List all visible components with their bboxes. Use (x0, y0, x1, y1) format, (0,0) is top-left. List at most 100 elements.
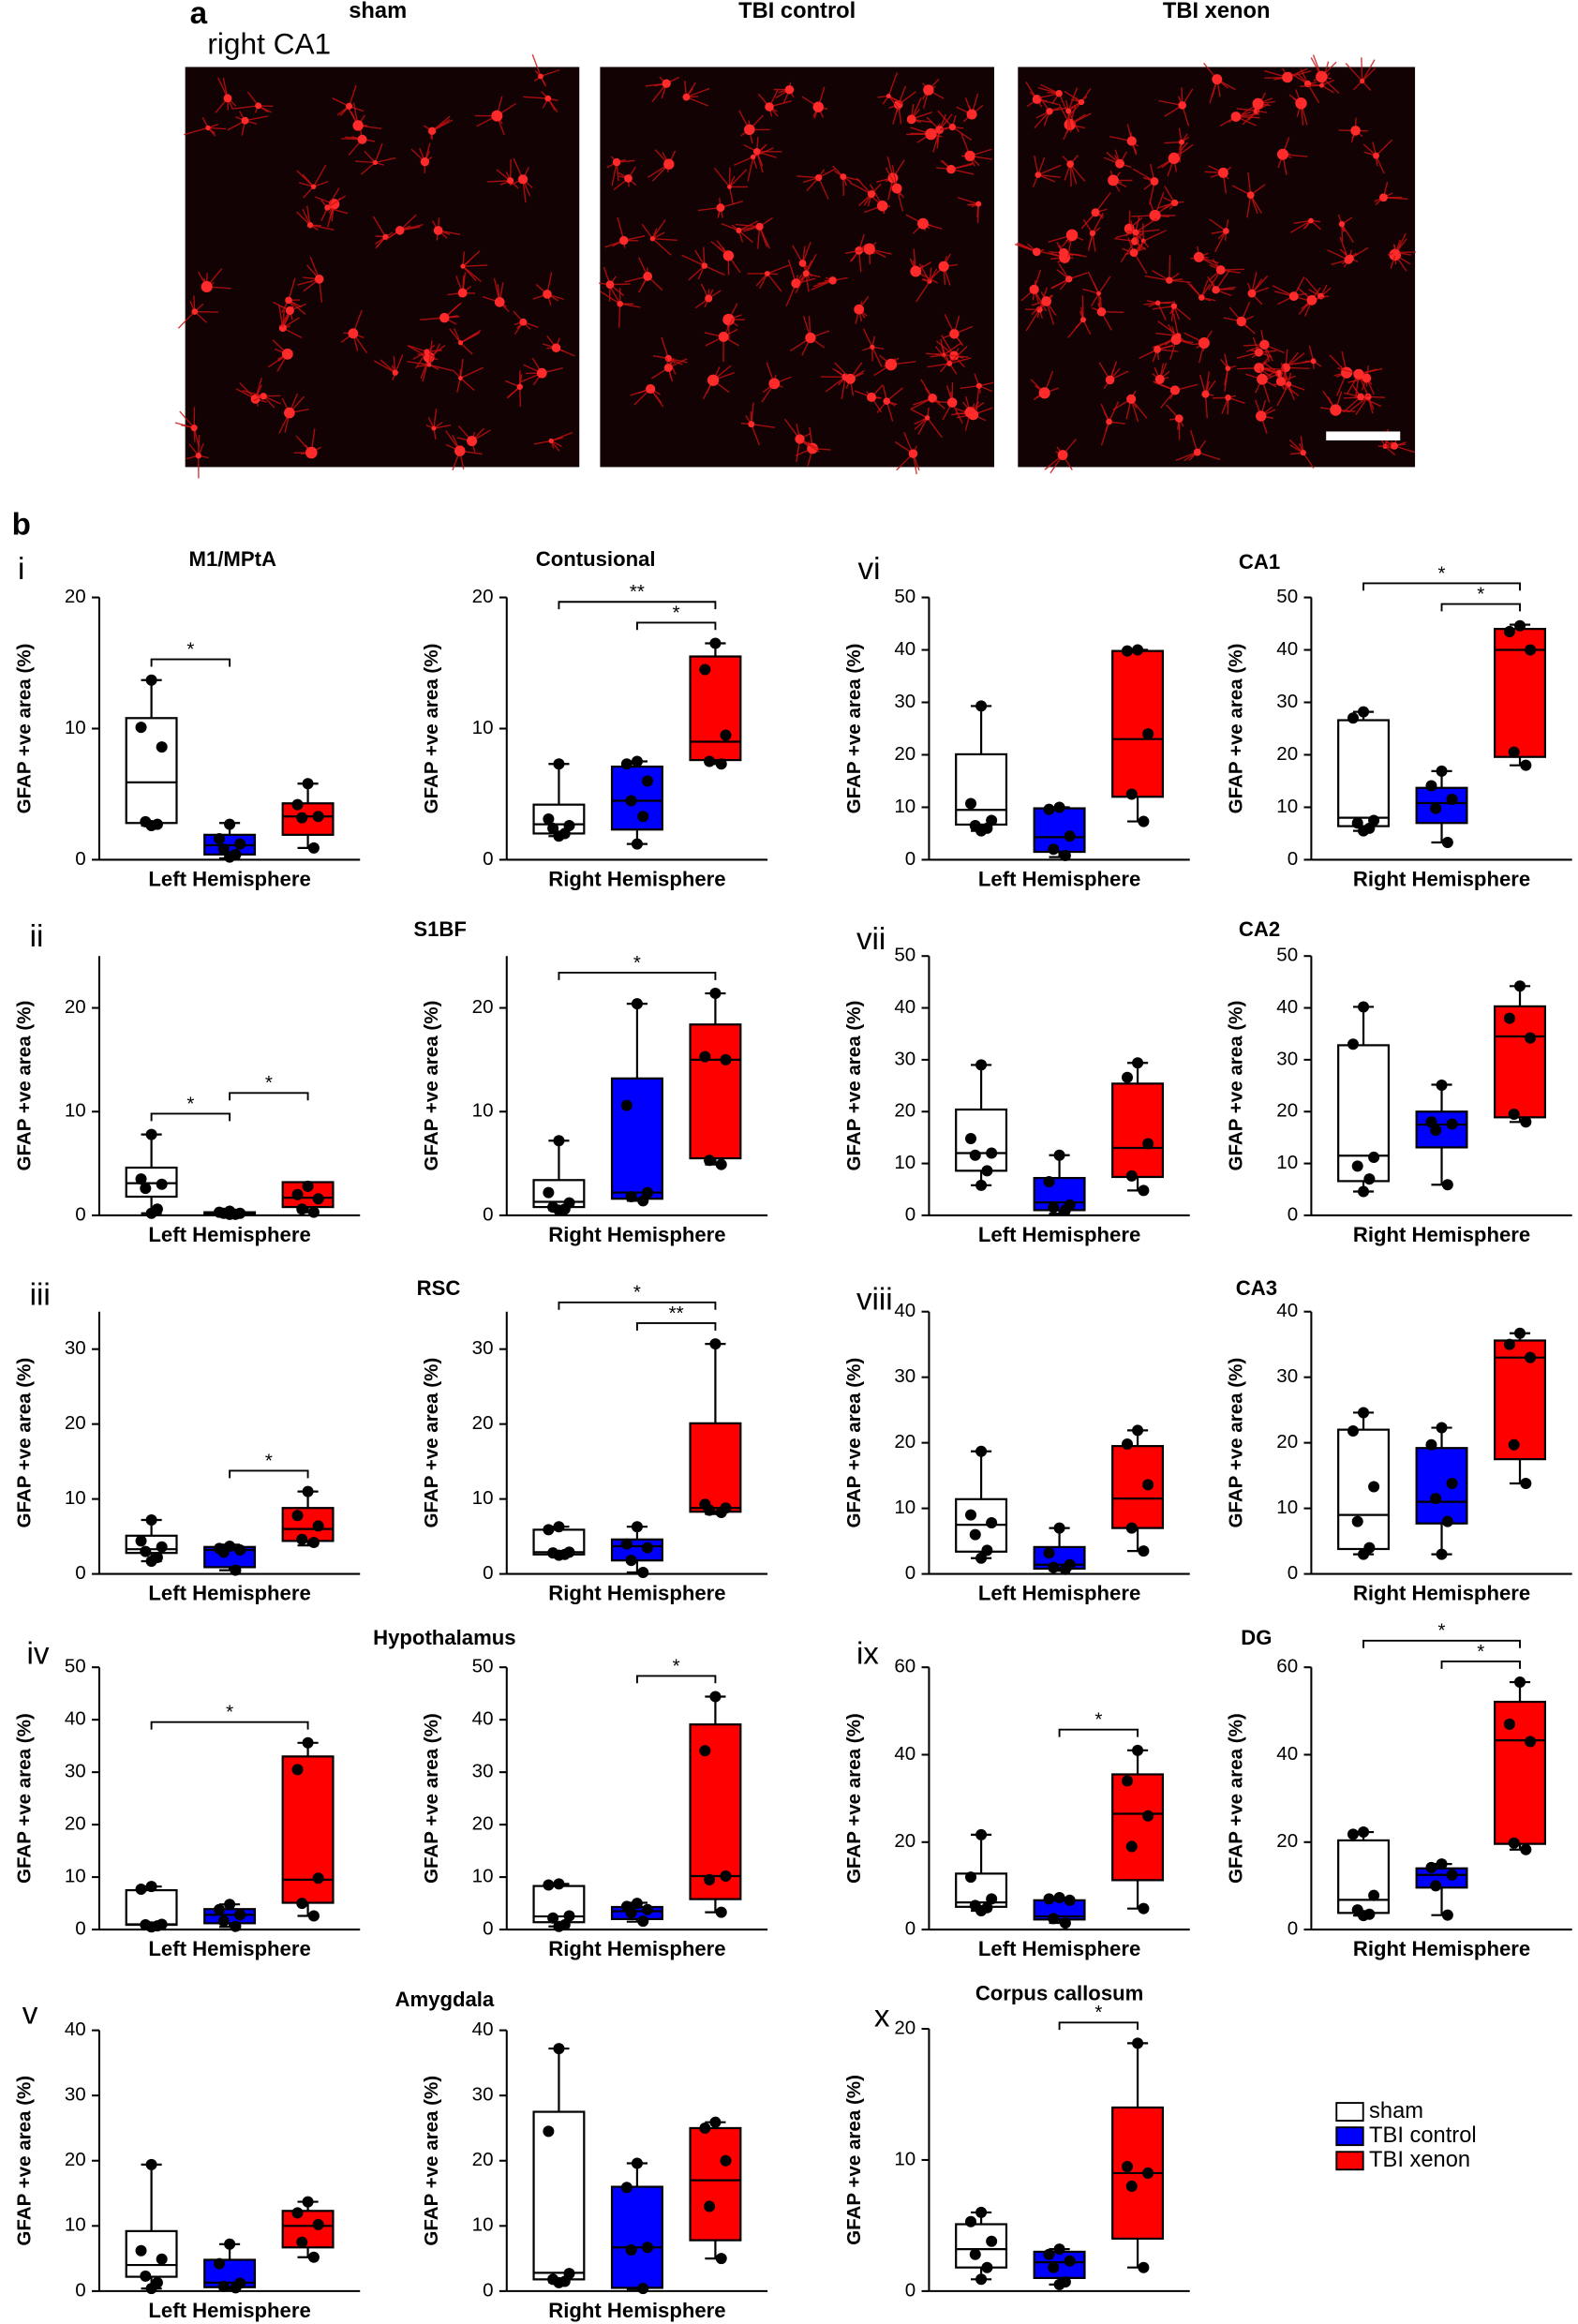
box (955, 752, 1008, 827)
soma (494, 296, 505, 307)
soma (927, 278, 932, 284)
soma (1175, 414, 1184, 423)
data-point (1441, 836, 1453, 848)
legend-label: TBI control (1369, 2123, 1477, 2148)
process (1288, 439, 1304, 454)
soma (454, 445, 466, 456)
soma (191, 308, 199, 315)
data-point (156, 741, 168, 753)
astrocyte (332, 84, 365, 117)
legend-label: TBI xenon (1369, 2148, 1470, 2172)
process (296, 170, 315, 187)
astrocyte (1034, 96, 1069, 129)
data-point (1430, 1880, 1442, 1892)
y-tick-label: 10 (1276, 1152, 1298, 1173)
data-point (715, 1158, 727, 1170)
y-tick-label: 10 (65, 717, 86, 738)
soma (543, 290, 552, 299)
data-point (547, 822, 559, 834)
y-tick-label: 10 (65, 1866, 86, 1887)
astrocyte (1204, 165, 1232, 194)
data-point (1425, 1116, 1437, 1128)
significance-label: ** (630, 581, 645, 603)
data-point (553, 1549, 565, 1561)
astrocyte (1190, 246, 1221, 269)
y-tick-label: 10 (472, 2214, 494, 2236)
astrocyte (796, 168, 836, 200)
process (1087, 271, 1100, 294)
y-tick-label: 10 (1276, 1497, 1298, 1518)
process (1097, 276, 1111, 294)
astrocyte (1175, 429, 1221, 462)
process (459, 378, 475, 392)
y-tick-label: 20 (472, 1412, 494, 1434)
soma (910, 265, 922, 277)
data-point (543, 813, 555, 826)
process (862, 328, 873, 348)
y-tick-label: 10 (472, 1866, 494, 1887)
box (1494, 1005, 1547, 1119)
process (184, 127, 209, 136)
astrocyte (1048, 229, 1084, 258)
data-point (230, 2282, 242, 2294)
data-point (715, 1506, 727, 1519)
process (728, 169, 748, 187)
astrocyte (1338, 117, 1368, 143)
data-point (1125, 1169, 1138, 1182)
process (415, 350, 428, 369)
process (327, 206, 349, 215)
data-point (631, 838, 643, 850)
data-point (307, 842, 320, 854)
soma (1057, 450, 1068, 460)
data-point (1125, 2180, 1138, 2192)
soma (722, 250, 735, 261)
process (372, 216, 387, 238)
astrocyte (773, 82, 795, 103)
process (1164, 141, 1183, 144)
data-point (1508, 1837, 1520, 1849)
soma (1364, 393, 1372, 401)
process (849, 182, 872, 195)
panel-label: iii (30, 1278, 51, 1313)
x-axis-label: Left Hemisphere (148, 2299, 310, 2322)
astrocyte (474, 96, 516, 135)
y-tick-label: 30 (65, 2084, 86, 2106)
box-chart: 0 10 20 30 40 50 GFAP +ve area (%) Left Hemisph… (843, 922, 1190, 1246)
data-point (1358, 1910, 1370, 1922)
data-point (641, 775, 654, 787)
data-point (1121, 645, 1134, 657)
astrocyte (1247, 272, 1270, 305)
data-point (1138, 1902, 1150, 1914)
astrocyte (604, 216, 646, 248)
astrocyte (1109, 124, 1139, 156)
soma (1212, 74, 1223, 85)
data-point (234, 1909, 246, 1921)
data-point (156, 1178, 168, 1190)
soma (716, 203, 725, 213)
soma (205, 125, 211, 131)
process (1300, 84, 1322, 88)
process (767, 264, 790, 275)
soma (1154, 300, 1161, 305)
soma (727, 185, 732, 189)
astrocyte (645, 76, 680, 103)
data-point (1053, 1892, 1065, 1904)
astrocyte (957, 197, 982, 224)
process (177, 311, 196, 329)
y-tick-label: 0 (483, 1203, 493, 1225)
data-point (302, 1736, 314, 1749)
data-point (296, 1533, 308, 1545)
significance-label: * (633, 1282, 641, 1304)
soma (906, 114, 916, 125)
process (609, 286, 621, 305)
soma (744, 124, 755, 136)
soma (795, 434, 805, 444)
astrocyte (385, 214, 424, 241)
significance-label: * (633, 952, 641, 974)
astrocyte (1092, 296, 1124, 331)
box-chart: 0 10 20 30 40 50 GFAP +ve area (%) Right Hemisp… (1226, 917, 1572, 1246)
process (1224, 368, 1229, 386)
soma (1140, 238, 1146, 244)
soma (1295, 97, 1307, 110)
soma (1089, 230, 1096, 237)
